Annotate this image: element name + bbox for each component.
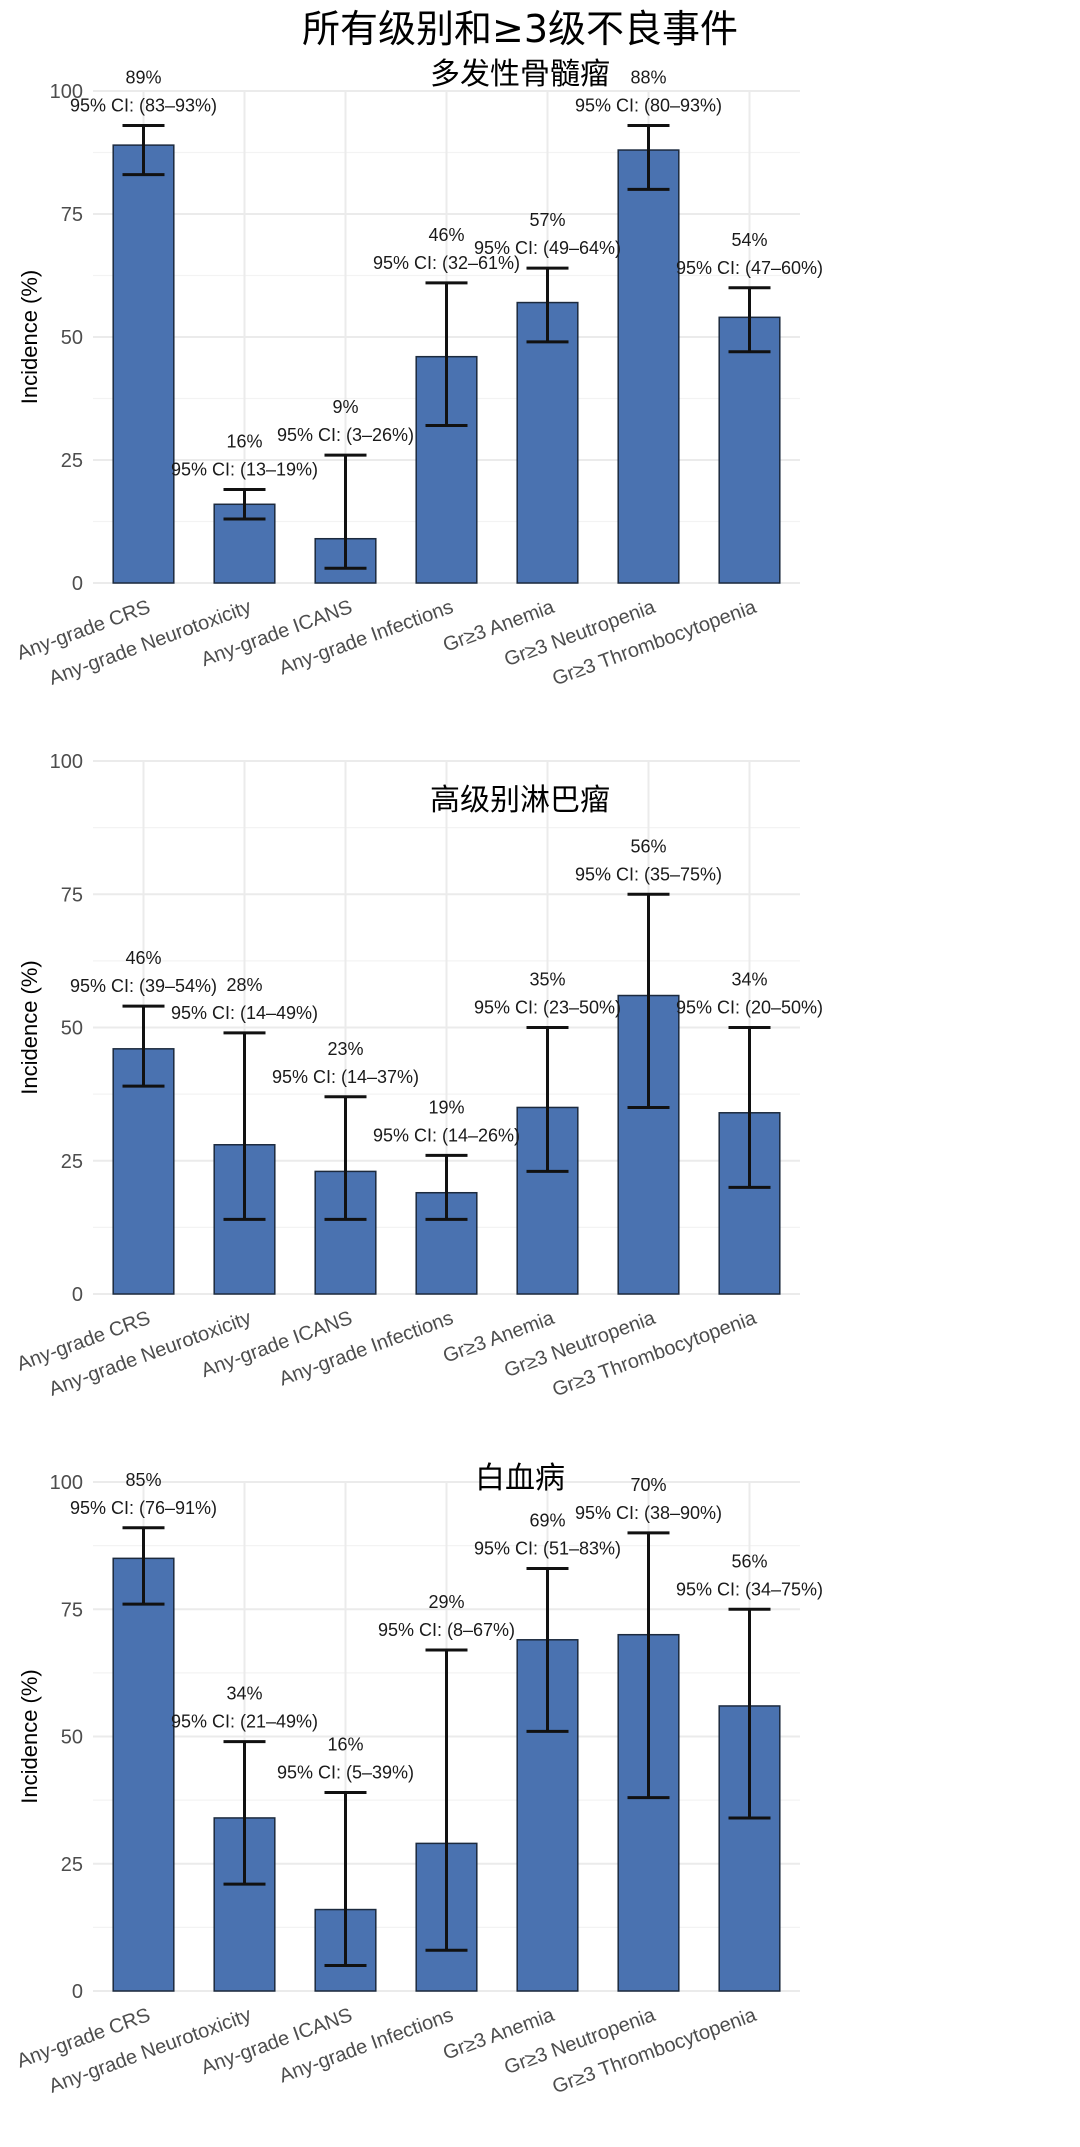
bar-7 xyxy=(718,316,781,584)
error-bar-5 xyxy=(526,266,569,344)
error-bar-5 xyxy=(526,1026,569,1173)
ci-label: 95% CI: (83–93%) xyxy=(70,95,217,115)
y-tick-label: 50 xyxy=(61,1727,83,1749)
value-label: 29% xyxy=(428,1592,464,1612)
y-tick-label: 75 xyxy=(61,204,83,226)
main-title: 所有级别和≥3级不良事件 xyxy=(302,7,738,51)
error-bar-1 xyxy=(122,1526,165,1606)
x-tick-label: Any-grade Infections xyxy=(276,2004,456,2087)
value-label: 69% xyxy=(529,1511,565,1531)
y-axis-label: Incidence (%) xyxy=(17,1669,42,1804)
error-bar-4 xyxy=(425,281,468,428)
y-tick-label: 0 xyxy=(72,573,83,595)
value-label: 85% xyxy=(125,1470,161,1490)
value-label: 34% xyxy=(226,1684,262,1704)
ci-label: 95% CI: (8–67%) xyxy=(378,1620,515,1640)
error-bar-6 xyxy=(627,123,670,191)
value-label: 56% xyxy=(630,836,666,856)
y-axis-label: Incidence (%) xyxy=(17,270,42,405)
y-tick-label: 0 xyxy=(72,1284,83,1306)
ci-label: 95% CI: (21–49%) xyxy=(171,1712,318,1732)
value-label: 88% xyxy=(630,67,666,87)
y-tick-label: 100 xyxy=(50,751,83,773)
ci-label: 95% CI: (51–83%) xyxy=(474,1539,621,1559)
panel-title: 白血病 xyxy=(475,1461,565,1496)
y-tick-label: 25 xyxy=(61,1854,83,1876)
ci-label: 95% CI: (13–19%) xyxy=(171,460,318,480)
ci-label: 95% CI: (3–26%) xyxy=(277,425,414,445)
y-tick-label: 50 xyxy=(61,327,83,349)
x-tick-label: Any-grade Infections xyxy=(276,1307,456,1390)
y-tick-label: 75 xyxy=(61,884,83,906)
value-label: 46% xyxy=(125,948,161,968)
ci-label: 95% CI: (20–50%) xyxy=(676,998,823,1018)
panel-title: 多发性骨髓瘤 xyxy=(430,57,610,92)
ci-label: 95% CI: (5–39%) xyxy=(277,1762,414,1782)
panel-2: 0 25 50 75 100 Incidence (%) 高级别淋巴瘤 46% 95% CI: … xyxy=(14,751,823,1401)
ci-label: 95% CI: (23–50%) xyxy=(474,998,621,1018)
x-tick-label: Any-grade Infections xyxy=(276,596,456,679)
y-tick-label: 100 xyxy=(50,1472,83,1494)
bar-1 xyxy=(112,1557,175,1992)
ci-label: 95% CI: (49–64%) xyxy=(474,238,621,258)
error-bar-7 xyxy=(728,1026,771,1189)
error-bar-2 xyxy=(223,488,266,521)
value-label: 28% xyxy=(226,975,262,995)
value-label: 57% xyxy=(529,210,565,230)
value-label: 35% xyxy=(529,970,565,990)
ci-label: 95% CI: (32–61%) xyxy=(373,253,520,273)
error-bar-7 xyxy=(728,1607,771,1820)
y-tick-label: 100 xyxy=(50,81,83,103)
value-label: 19% xyxy=(428,1097,464,1117)
y-tick-label: 25 xyxy=(61,1151,83,1173)
y-tick-label: 0 xyxy=(72,1981,83,2003)
y-tick-label: 50 xyxy=(61,1018,83,1040)
bar-1 xyxy=(112,144,175,584)
error-bar-2 xyxy=(223,1031,266,1221)
bar-6 xyxy=(617,149,680,584)
ci-label: 95% CI: (14–37%) xyxy=(272,1067,419,1087)
error-bar-3 xyxy=(324,1095,367,1221)
value-label: 89% xyxy=(125,67,161,87)
error-bar-5 xyxy=(526,1567,569,1733)
value-label: 34% xyxy=(731,970,767,990)
value-label: 16% xyxy=(226,432,262,452)
ci-label: 95% CI: (38–90%) xyxy=(575,1503,722,1523)
error-bar-4 xyxy=(425,1153,468,1221)
error-bar-1 xyxy=(122,123,165,177)
value-label: 70% xyxy=(630,1475,666,1495)
bar-1 xyxy=(112,1048,175,1295)
error-bar-6 xyxy=(627,892,670,1109)
ci-label: 95% CI: (35–75%) xyxy=(575,864,722,884)
panel-1: 0 25 50 75 100 Incidence (%) 多发性骨髓瘤 89% 95% CI: … xyxy=(14,57,823,690)
ci-label: 95% CI: (14–49%) xyxy=(171,1003,318,1023)
error-bar-3 xyxy=(324,453,367,570)
error-bar-1 xyxy=(122,1004,165,1088)
error-bar-7 xyxy=(728,286,771,354)
panel-title: 高级别淋巴瘤 xyxy=(430,783,610,818)
ci-label: 95% CI: (14–26%) xyxy=(373,1125,520,1145)
value-label: 46% xyxy=(428,225,464,245)
error-bar-6 xyxy=(627,1531,670,1800)
ci-label: 95% CI: (47–60%) xyxy=(676,258,823,278)
y-tick-label: 25 xyxy=(61,450,83,472)
ci-label: 95% CI: (39–54%) xyxy=(70,976,217,996)
value-label: 56% xyxy=(731,1551,767,1571)
ci-label: 95% CI: (80–93%) xyxy=(575,95,722,115)
value-label: 16% xyxy=(327,1734,363,1754)
value-label: 9% xyxy=(332,397,358,417)
y-axis-label: Incidence (%) xyxy=(17,960,42,1095)
value-label: 23% xyxy=(327,1039,363,1059)
panel-3: 0 25 50 75 100 Incidence (%) 白血病 85% 95% CI: (76… xyxy=(14,1461,823,2098)
value-label: 54% xyxy=(731,230,767,250)
error-bar-2 xyxy=(223,1740,266,1886)
y-tick-label: 75 xyxy=(61,1599,83,1621)
ci-label: 95% CI: (34–75%) xyxy=(676,1579,823,1599)
error-bar-4 xyxy=(425,1648,468,1952)
ci-label: 95% CI: (76–91%) xyxy=(70,1498,217,1518)
error-bar-3 xyxy=(324,1790,367,1968)
bar-5 xyxy=(516,301,579,584)
